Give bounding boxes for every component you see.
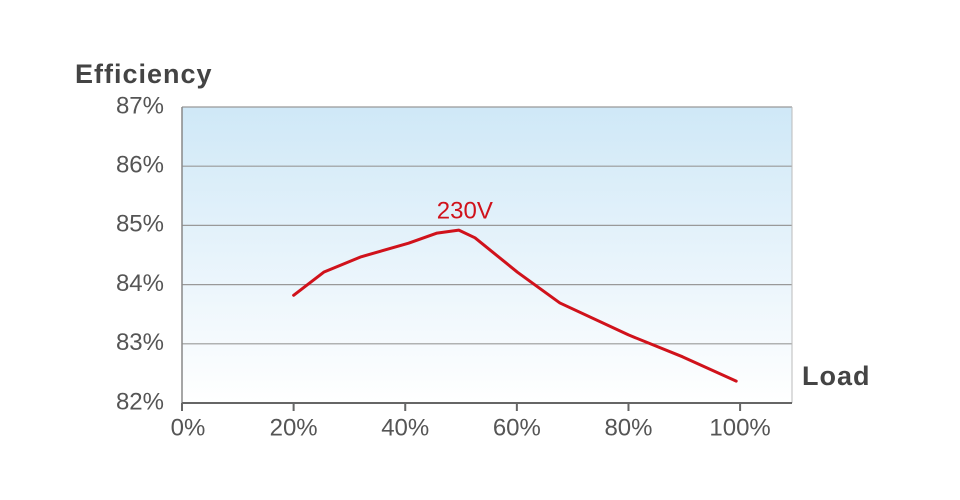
x-axis-label: Load xyxy=(802,361,871,391)
x-tick-label: 60% xyxy=(493,414,541,441)
y-tick-label: 83% xyxy=(116,329,164,356)
y-tick-label: 84% xyxy=(116,270,164,297)
y-tick-label: 82% xyxy=(116,388,164,415)
x-tick-label: 80% xyxy=(604,414,652,441)
series-label: 230V xyxy=(437,197,493,224)
x-tick-label: 0% xyxy=(171,414,206,441)
x-tick-label: 100% xyxy=(709,414,770,441)
y-tick-label: 86% xyxy=(116,152,164,179)
plot-background xyxy=(182,107,792,403)
line xyxy=(292,228,738,383)
y-tick-label: 87% xyxy=(116,92,164,119)
x-tick-label: 40% xyxy=(381,414,429,441)
x-tick-label: 20% xyxy=(270,414,318,441)
y-axis-label: Efficiency xyxy=(75,59,213,89)
y-tick-label: 85% xyxy=(116,211,164,238)
